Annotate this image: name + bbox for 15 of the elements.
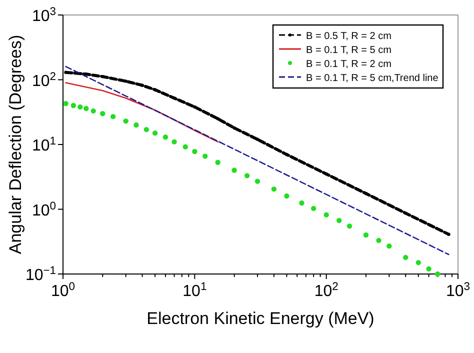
legend-label: B = 0.1 T, R = 5 cm <box>306 45 392 56</box>
legend-label: B = 0.1 T, R = 2 cm <box>306 59 392 70</box>
y-tick-label: 10$^{2}$ <box>32 70 56 90</box>
y-tick-label: 10$^{−1}$ <box>25 265 56 284</box>
x-tick-label: 10$^{0}$ <box>50 281 76 300</box>
legend-label: B = 0.5 T, R = 2 cm <box>306 31 392 42</box>
y-tick-label: 10$^{1}$ <box>32 136 56 154</box>
y-tick-label: 10$^{0}$ <box>32 200 56 220</box>
y-axis-title: Angular Deflection (Degrees) <box>6 34 25 254</box>
y-tick-label: 10$^{3}$ <box>32 6 56 25</box>
legend-label: B = 0.1 T, R = 5 cm,Trend line <box>306 73 439 84</box>
x-tick-label: 10$^{2}$ <box>314 281 338 300</box>
x-tick-label: 10$^{3}$ <box>446 281 470 300</box>
x-tick-label: 10$^{1}$ <box>182 281 207 300</box>
x-axis-title: Electron Kinetic Energy (MeV) <box>146 309 374 328</box>
